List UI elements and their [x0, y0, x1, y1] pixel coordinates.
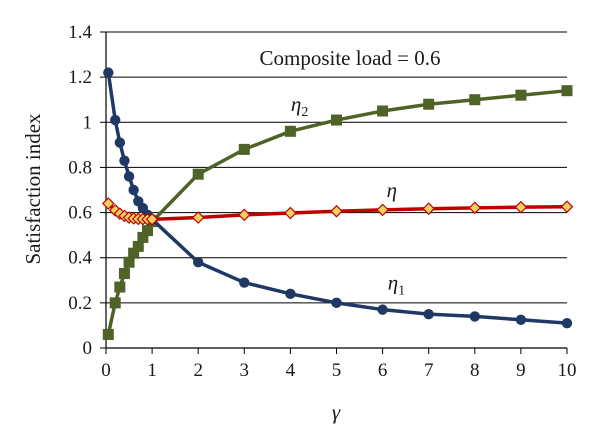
data-point	[103, 67, 114, 78]
data-point	[560, 200, 574, 214]
series-label-2: η	[387, 178, 397, 202]
data-point	[514, 200, 528, 214]
data-point	[145, 212, 159, 226]
x-tick-label: 4	[286, 360, 296, 381]
series-2	[101, 197, 574, 226]
data-point	[101, 197, 115, 210]
data-point	[239, 277, 250, 288]
data-point	[114, 281, 126, 293]
data-point	[376, 203, 389, 217]
data-point	[377, 105, 389, 117]
x-tick-label: 9	[516, 360, 526, 381]
x-tick-label: 3	[240, 360, 250, 381]
x-tick-label: 8	[470, 360, 480, 381]
x-tick-label: 2	[193, 360, 203, 381]
y-tick-label: 1.4	[68, 22, 92, 43]
data-point	[469, 311, 480, 322]
data-point	[110, 114, 121, 126]
y-axis-title: Satisfaction index	[21, 113, 45, 265]
data-point	[423, 98, 435, 110]
x-tick-label: 5	[332, 360, 342, 381]
data-point	[132, 240, 144, 252]
data-point	[561, 317, 573, 329]
data-point	[193, 257, 204, 268]
y-tick-label: 0.8	[68, 157, 92, 178]
data-point	[118, 268, 130, 280]
y-tick-label: 1.2	[68, 67, 92, 88]
data-point	[331, 114, 342, 126]
y-tick-label: 0.4	[68, 248, 92, 269]
data-point	[128, 184, 139, 196]
data-point	[284, 206, 297, 220]
data-point	[561, 85, 573, 97]
data-point	[191, 211, 205, 224]
axes	[100, 31, 568, 354]
x-tick-label: 7	[424, 360, 434, 381]
data-point	[123, 171, 135, 182]
grid-lines	[106, 31, 567, 304]
y-tick-label: 1	[83, 112, 93, 133]
data-point	[238, 143, 250, 155]
y-tick-label: 0	[83, 338, 93, 359]
data-point	[422, 202, 436, 216]
data-point	[330, 204, 343, 218]
data-point	[114, 137, 126, 148]
series-layer	[101, 67, 574, 340]
data-point	[137, 231, 149, 243]
data-point	[515, 89, 527, 101]
data-point	[285, 288, 296, 300]
data-point	[192, 168, 204, 180]
data-point	[469, 94, 481, 106]
data-point	[119, 155, 130, 166]
data-point	[237, 208, 251, 222]
x-tick-label: 6	[378, 360, 388, 381]
data-point	[515, 314, 527, 325]
data-point	[284, 125, 296, 137]
data-point	[102, 328, 114, 340]
data-point	[468, 201, 482, 215]
data-point	[377, 304, 388, 315]
data-point	[423, 308, 434, 320]
series-label-1: η2	[291, 92, 308, 120]
chart-annotation: Composite load = 0.6	[259, 46, 440, 70]
data-point	[109, 297, 121, 309]
x-tick-label: 0	[101, 360, 111, 381]
data-point	[128, 247, 140, 259]
x-axis-title: γ	[332, 400, 341, 424]
y-tick-label: 0.6	[68, 203, 92, 224]
y-tick-label: 0.2	[68, 293, 92, 314]
x-tick-label: 10	[558, 360, 577, 381]
data-point	[141, 225, 153, 237]
data-point	[331, 297, 342, 309]
x-tick-label: 1	[147, 360, 157, 381]
series-labels: η1 η2 η	[291, 92, 405, 298]
data-point	[123, 256, 135, 268]
tick-labels: 0 0.2 0.4 0.6 0.8 1 1.2 1.4 0 1 2 3 4 5 6 7 8 9 10	[68, 22, 576, 381]
series-label-0: η1	[388, 270, 405, 298]
